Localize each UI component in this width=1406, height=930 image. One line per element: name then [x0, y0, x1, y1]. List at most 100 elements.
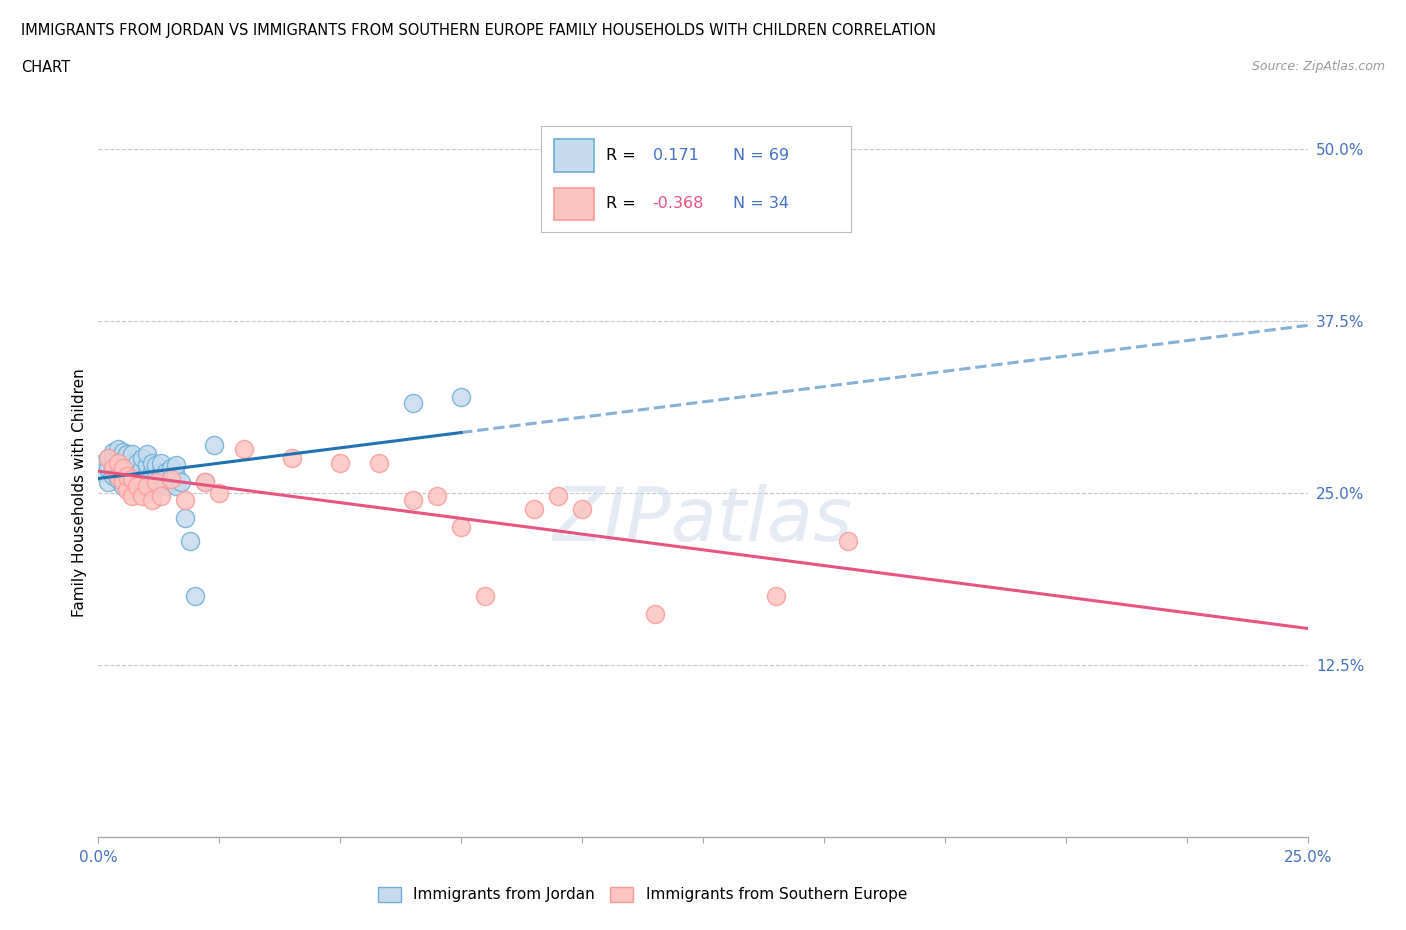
- Point: [450, 520, 472, 535]
- Point: [232, 442, 254, 457]
- Point: [150, 474, 173, 489]
- Point: [194, 474, 217, 489]
- Point: [204, 437, 226, 452]
- Point: [135, 465, 157, 480]
- Point: [117, 479, 139, 494]
- Point: [160, 472, 183, 486]
- Point: [131, 474, 153, 489]
- Point: [160, 474, 183, 489]
- Point: [135, 447, 157, 462]
- Point: [174, 492, 197, 507]
- Point: [165, 469, 187, 484]
- Point: [121, 455, 143, 470]
- Text: N = 69: N = 69: [733, 148, 789, 163]
- Point: [141, 455, 163, 470]
- Point: [111, 451, 134, 466]
- Point: [101, 455, 124, 470]
- Point: [111, 479, 134, 494]
- Point: [117, 460, 139, 475]
- Point: [135, 479, 157, 494]
- Point: [121, 474, 143, 489]
- Text: Source: ZipAtlas.com: Source: ZipAtlas.com: [1251, 60, 1385, 73]
- Point: [97, 451, 120, 466]
- Text: R =: R =: [606, 148, 636, 163]
- Point: [97, 460, 120, 475]
- Point: [107, 469, 129, 484]
- Point: [402, 492, 425, 507]
- Point: [450, 389, 472, 404]
- Point: [131, 488, 153, 503]
- Point: [91, 465, 114, 480]
- Point: [101, 445, 124, 459]
- Point: [474, 589, 496, 604]
- Point: [121, 468, 143, 483]
- Point: [97, 474, 120, 489]
- Point: [145, 474, 167, 489]
- Text: ZIPatlas: ZIPatlas: [553, 485, 853, 556]
- Bar: [554, 188, 593, 219]
- Y-axis label: Family Households with Children: Family Households with Children: [72, 368, 87, 618]
- Point: [184, 589, 207, 604]
- Point: [101, 460, 124, 475]
- Point: [111, 445, 134, 459]
- Point: [174, 511, 197, 525]
- Bar: [554, 140, 593, 171]
- Point: [107, 442, 129, 457]
- Text: IMMIGRANTS FROM JORDAN VS IMMIGRANTS FROM SOUTHERN EUROPE FAMILY HOUSEHOLDS WITH: IMMIGRANTS FROM JORDAN VS IMMIGRANTS FRO…: [21, 23, 936, 38]
- Point: [145, 469, 167, 484]
- Legend: Immigrants from Jordan, Immigrants from Southern Europe: Immigrants from Jordan, Immigrants from …: [373, 881, 912, 909]
- Point: [426, 488, 449, 503]
- Point: [141, 492, 163, 507]
- Point: [111, 458, 134, 472]
- Point: [523, 502, 546, 517]
- Point: [101, 450, 124, 465]
- Point: [131, 460, 153, 475]
- Point: [150, 455, 173, 470]
- Point: [107, 455, 129, 470]
- Text: R =: R =: [606, 196, 636, 211]
- Point: [160, 460, 183, 475]
- Point: [169, 474, 191, 489]
- Point: [837, 534, 859, 549]
- Point: [107, 458, 129, 472]
- Point: [111, 460, 134, 475]
- Point: [150, 488, 173, 503]
- Point: [179, 534, 201, 549]
- Point: [111, 474, 134, 489]
- Text: -0.368: -0.368: [652, 196, 704, 211]
- Point: [107, 465, 129, 480]
- Point: [121, 472, 143, 486]
- Point: [117, 465, 139, 480]
- Point: [101, 460, 124, 475]
- Point: [121, 488, 143, 503]
- Text: N = 34: N = 34: [733, 196, 789, 211]
- Point: [547, 488, 569, 503]
- Text: 0.171: 0.171: [652, 148, 699, 163]
- Point: [97, 451, 120, 466]
- Point: [165, 458, 187, 472]
- Point: [402, 396, 425, 411]
- Point: [145, 458, 167, 472]
- Point: [111, 465, 134, 480]
- Point: [194, 474, 217, 489]
- Point: [135, 472, 157, 486]
- Point: [145, 479, 167, 494]
- Point: [127, 465, 149, 480]
- Point: [101, 469, 124, 484]
- Point: [135, 479, 157, 494]
- Point: [127, 479, 149, 494]
- Point: [208, 485, 231, 500]
- Point: [141, 474, 163, 489]
- Point: [91, 455, 114, 470]
- Point: [107, 472, 129, 486]
- Point: [127, 472, 149, 486]
- Point: [121, 460, 143, 475]
- Point: [571, 502, 593, 517]
- Point: [131, 468, 153, 483]
- Point: [127, 479, 149, 494]
- Point: [644, 606, 666, 621]
- Point: [150, 465, 173, 480]
- Point: [141, 465, 163, 480]
- Point: [281, 451, 304, 466]
- Point: [135, 458, 157, 472]
